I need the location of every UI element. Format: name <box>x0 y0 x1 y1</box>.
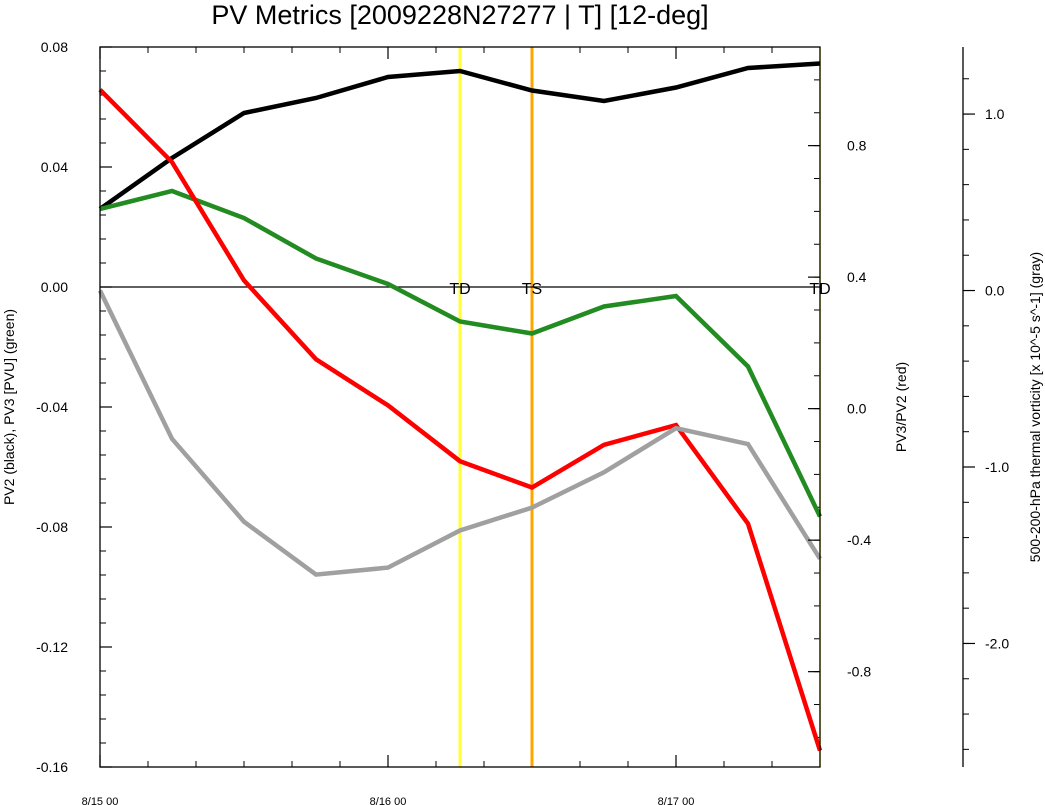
left-tick-label: 0.00 <box>41 279 68 295</box>
right-y-axis-label: PV3/PV2 (red) <box>893 362 909 452</box>
x-axis: 8/15 00 8/16 00 8/17 00 <box>82 47 695 805</box>
event-label-ts: TS <box>522 281 542 298</box>
pv2-series-line <box>98 61 821 211</box>
x-tick-label: 8/15 00 <box>82 796 119 805</box>
right-tick-label: -0.4 <box>847 532 871 548</box>
left-tick-label: -0.12 <box>36 639 68 655</box>
far-right-y-axis-label: 500-200-hPa thermal vorticity [x 10^-5 s… <box>1027 252 1043 562</box>
far-right-tick-label: -2.0 <box>985 635 1009 651</box>
right-tick-label: 0.0 <box>847 401 867 417</box>
series-lines <box>97 61 823 752</box>
pv3-series-line <box>99 188 823 518</box>
far-right-y-axis: 1.0 0.0 -1.0 -2.0 <box>962 47 1009 767</box>
pv-ratio-series-line <box>98 88 823 752</box>
x-tick-label: 8/17 00 <box>658 796 695 805</box>
right-y-axis: 0.8 0.4 0.0 -0.4 -0.8 <box>808 138 871 680</box>
thermal-vorticity-series-line <box>97 289 822 577</box>
left-tick-label: -0.04 <box>36 399 68 415</box>
event-label-td: TD <box>449 281 470 298</box>
event-labels: TD TS TD <box>449 281 830 298</box>
left-tick-label: -0.08 <box>36 519 68 535</box>
left-y-axis: 0.08 0.04 0.00 -0.04 -0.08 -0.12 -0.16 <box>36 39 112 775</box>
right-tick-label: 0.8 <box>847 138 867 154</box>
right-tick-label: 0.4 <box>847 269 867 285</box>
left-tick-label: -0.16 <box>36 759 68 775</box>
far-right-tick-label: 0.0 <box>985 283 1005 299</box>
chart-title: PV Metrics [2009228N27277 | T] [12-deg] <box>211 0 708 30</box>
left-tick-label: 0.08 <box>41 39 68 55</box>
x-tick-label: 8/16 00 <box>370 796 407 805</box>
right-tick-label: -0.8 <box>847 664 871 680</box>
far-right-tick-label: -1.0 <box>985 459 1009 475</box>
far-right-tick-label: 1.0 <box>985 106 1005 122</box>
left-tick-label: 0.04 <box>41 159 68 175</box>
left-y-axis-label: PV2 (black), PV3 [PVU] (green) <box>1 309 17 505</box>
